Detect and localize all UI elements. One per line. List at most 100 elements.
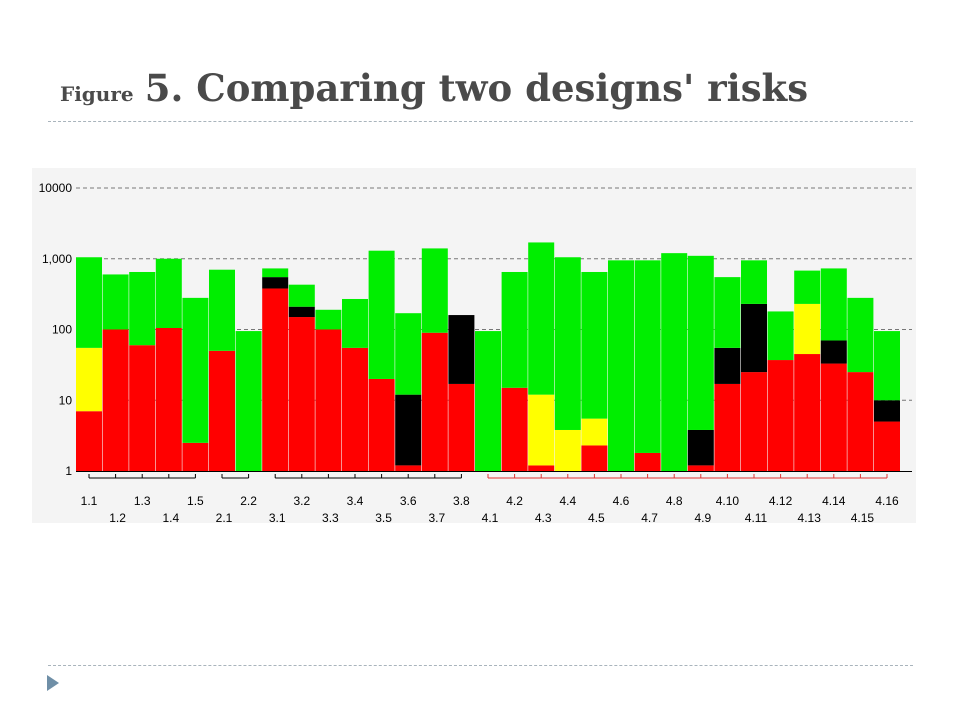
bar-segment-red — [714, 383, 741, 471]
bar-segment-green — [395, 313, 422, 395]
x-tick-label: 1.1 — [81, 494, 98, 508]
bar-segment-black — [741, 303, 767, 373]
x-tick-label: 1.5 — [187, 494, 204, 508]
bar-segment-red — [342, 347, 368, 471]
x-tick-label: 4.8 — [666, 494, 683, 508]
bar-segment-red — [368, 378, 395, 471]
x-tick-label: 1.4 — [162, 511, 179, 523]
x-tick-label: 3.2 — [293, 494, 310, 508]
bar-segment-green — [581, 271, 608, 419]
x-tick-label: 2.2 — [240, 494, 257, 508]
x-tick-label: 4.11 — [745, 511, 768, 523]
bar-segment-green — [741, 260, 767, 304]
y-tick-label: 1,000 — [42, 252, 72, 266]
bar-segment-green — [794, 270, 821, 304]
bar-segment-yellow — [581, 418, 608, 446]
bar-segment-black — [288, 306, 315, 318]
bar-segment-green — [421, 248, 448, 333]
bar-segment-red — [262, 288, 289, 471]
x-tick-label: 4.16 — [875, 494, 899, 508]
bar-segment-red — [129, 345, 156, 471]
bar-segment-green — [820, 268, 847, 341]
bar-segment-black — [714, 347, 741, 384]
x-tick-label: 4.9 — [694, 511, 711, 523]
bar-segment-red — [820, 363, 847, 471]
bar-segment-green — [714, 277, 741, 348]
x-tick-label: 3.1 — [269, 511, 286, 523]
top-divider — [48, 121, 913, 122]
x-tick-label: 4.15 — [851, 511, 875, 523]
bar-segment-red — [847, 372, 874, 471]
bar-segment-red — [874, 421, 900, 471]
bar-segment-green — [634, 260, 661, 453]
bar-segment-red — [528, 465, 555, 471]
risk-bar-chart: 1 10 100 1,000 10000 1.1 1.2 1.3 1.4 1.5 2.1 2.2 3.1… — [32, 168, 916, 523]
title-main: 5. Comparing two designs' risks — [144, 66, 809, 110]
y-tick-label: 100 — [52, 323, 72, 337]
x-tick-label: 4.4 — [559, 494, 576, 508]
bar-segment-black — [820, 340, 847, 364]
bar-segment-green — [182, 297, 209, 443]
bar-segment-green — [874, 331, 900, 401]
bar-segment-green — [475, 331, 501, 471]
bar-segment-yellow — [76, 347, 102, 412]
bar-segment-green — [209, 269, 235, 351]
y-tick-label: 1 — [65, 464, 72, 478]
bar-segment-black — [262, 277, 289, 289]
x-tick-label: 4.7 — [641, 511, 658, 523]
x-tick-label: 2.1 — [216, 511, 233, 523]
bar-segment-green — [315, 309, 342, 330]
bar-segment-red — [501, 387, 528, 471]
bullet-arrow-icon — [47, 675, 59, 691]
bar-segment-red — [395, 465, 422, 471]
bar-segment-green — [155, 258, 182, 329]
bar-segment-green — [129, 271, 156, 346]
bar-segment-green — [102, 274, 129, 330]
y-tick-label: 10 — [59, 393, 73, 407]
bar-segment-green — [76, 257, 102, 348]
bar-segment-yellow — [794, 303, 821, 355]
bar-segment-red — [687, 465, 714, 471]
bar-segment-green — [288, 284, 315, 307]
x-tick-label: 1.2 — [109, 511, 126, 523]
x-tick-label: 4.10 — [716, 494, 740, 508]
bar-segment-green — [767, 311, 794, 361]
bar-segment-red — [155, 328, 182, 471]
bar-segment-red — [581, 445, 608, 471]
bar-segment-red — [741, 372, 767, 471]
bar-segment-red — [448, 383, 475, 471]
slide-title: Figure 5. Comparing two designs' risks — [60, 66, 808, 110]
x-tick-label: 4.2 — [506, 494, 523, 508]
bar-segment-red — [102, 329, 129, 471]
bar-segment-red — [767, 360, 794, 471]
bar-segment-red — [76, 411, 102, 471]
bar-segment-black — [448, 315, 475, 384]
bar-segment-black — [874, 400, 900, 422]
x-tick-label: 4.14 — [822, 494, 846, 508]
bar-segment-red — [634, 452, 661, 471]
bar-segment-green — [368, 250, 395, 379]
x-tick-label: 3.6 — [400, 494, 417, 508]
bar-segment-red — [421, 332, 448, 471]
bar-segment-green — [235, 331, 262, 471]
bar-segment-red — [794, 354, 821, 471]
x-tick-label: 3.5 — [375, 511, 392, 523]
bar-segment-yellow — [528, 394, 555, 466]
bar-segment-green — [528, 242, 555, 395]
bar-segment-green — [687, 255, 714, 430]
bar-segment-red — [182, 442, 209, 471]
x-tick-label: 3.3 — [322, 511, 339, 523]
x-tick-label: 3.4 — [347, 494, 364, 508]
x-tick-label: 4.13 — [798, 511, 822, 523]
bar-segment-black — [395, 394, 422, 466]
x-tick-label: 3.8 — [453, 494, 470, 508]
x-tick-label: 3.7 — [428, 511, 445, 523]
bar-segment-green — [342, 298, 368, 348]
x-tick-label: 4.3 — [535, 511, 552, 523]
x-tick-label: 1.3 — [134, 494, 151, 508]
bar-segment-red — [209, 350, 235, 471]
bar-segment-green — [262, 268, 289, 278]
y-tick-label: 10000 — [39, 181, 73, 195]
x-tick-label: 4.5 — [588, 511, 605, 523]
bar-segment-green — [554, 257, 581, 430]
